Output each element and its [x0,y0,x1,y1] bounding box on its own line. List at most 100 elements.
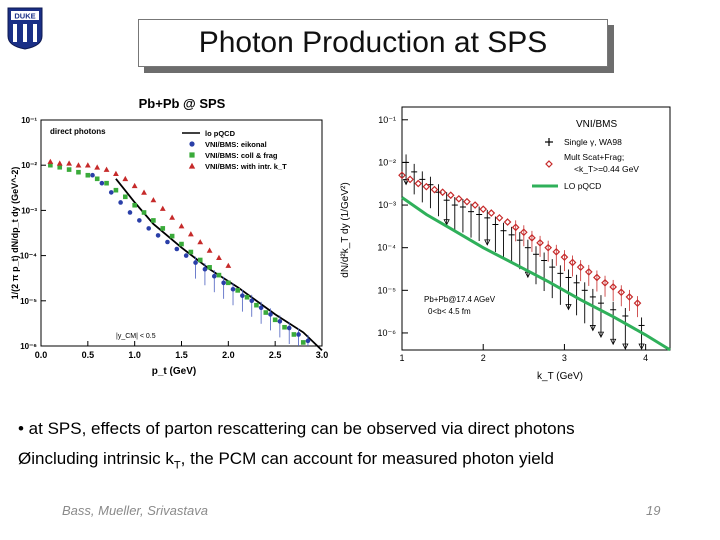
left-point [296,332,301,337]
left-point [141,210,147,215]
right-chart-ylabel: dN/d²k_T dy (1/GeV²) [340,182,351,277]
left-point [254,302,259,308]
left-point [291,332,297,337]
left-point [221,280,226,286]
left-point [174,246,180,252]
left-point [178,223,185,229]
right-point-mult-scat [609,283,618,291]
left-point [118,200,123,205]
bullet-1-text: • at SPS, effects of parton rescattering… [18,419,575,438]
left-xtick-label: 2.0 [222,350,235,360]
left-point [108,190,114,195]
right-point-mult-scat [576,263,585,271]
left-point [85,172,91,178]
right-upper-limit-arrow [402,179,410,186]
right-ytick-label: 10⁻² [378,157,396,167]
left-chart-annotation: |y_CM| < 0.5 [116,333,156,340]
left-chart-xlabel: p_t (GeV) [152,366,196,377]
left-legend-swatch [188,162,196,169]
right-point-mult-scat [617,288,626,297]
left-point [123,194,128,200]
right-point-mult-scat [479,205,488,214]
right-legend-label: Mult Scat+Frag; [564,152,624,162]
right-upper-limit-arrow [610,338,617,346]
left-point [216,254,222,260]
right-point-mult-scat [536,238,544,247]
left-legend-label: VNI/BMS: eikonal [205,140,267,149]
left-ytick-label: 10⁻⁶ [20,342,37,351]
left-point [113,187,119,193]
left-xtick-label: 3.0 [316,350,329,360]
left-point [225,262,232,268]
left-chart: Pb+Pb @ SPS direct photons |y_CM| < 0.5 … [10,96,329,377]
right-legend-label: LO pQCD [564,181,601,191]
right-point-mult-scat [601,278,609,287]
right-point-mult-scat [625,293,634,301]
right-point-mult-scat [552,247,561,256]
right-chart-annotation-2: 0<b< 4.5 fm [428,307,471,316]
right-legend-swatch [545,160,553,168]
left-point [113,170,119,176]
right-point-mult-scat [430,185,439,194]
right-ytick-label: 10⁻⁴ [377,243,396,253]
left-plot-frame [40,119,323,347]
right-xtick-label: 4 [643,353,648,363]
left-point [258,305,264,311]
right-point-mult-scat [406,175,414,184]
right-upper-limit-arrow [565,304,572,311]
right-chart-annotation-1: Pb+Pb@17.4 AGeV [424,295,496,304]
left-point [277,319,283,324]
right-point-mult-scat [487,209,496,217]
right-point-mult-scat [568,258,577,267]
bullet-2: Øincluding intrinsic kT, the PCM can acc… [18,449,554,471]
left-point [286,325,292,331]
right-point-mult-scat [560,253,569,261]
left-point [235,288,240,293]
left-point [160,226,166,231]
slide-number: 19 [646,503,661,518]
right-chart-xlabel: k_T (GeV) [537,371,583,382]
right-ytick-label: 10⁻³ [378,200,396,210]
left-xtick-label: 1.0 [128,350,141,360]
right-point-mult-scat [471,201,479,209]
right-upper-limit-arrow [638,343,645,350]
right-legend-label: Single γ, WA98 [564,137,622,147]
left-point [137,218,142,223]
right-point-mult-scat [454,194,463,203]
left-point [179,241,184,247]
left-point [122,175,129,182]
right-upper-limit-arrow [484,239,491,246]
left-legend-label: lo pQCD [205,129,236,138]
right-point-mult-scat [584,268,593,276]
right-xtick-label: 1 [399,353,404,363]
logo-text: DUKE [14,12,35,21]
left-point [66,167,72,172]
bullet-2-text-pre: including intrinsic k [31,449,174,468]
left-point [150,197,157,203]
left-xtick-label: 1.5 [175,350,188,360]
left-point [94,176,100,182]
left-point [146,226,152,231]
right-upper-limit-arrow [589,325,596,332]
left-point [103,166,110,172]
slide-title: Photon Production at SPS [198,26,548,59]
left-point [57,164,63,170]
right-legend-label: <k_T>=0.44 GeV [574,164,639,174]
left-point [132,202,137,208]
left-point [99,180,105,186]
right-xtick-label: 3 [562,353,567,363]
left-xtick-label: 0.5 [82,350,95,360]
right-xtick-label: 2 [481,353,486,363]
left-point [94,164,101,170]
right-point-mult-scat [544,243,553,252]
left-point [183,253,189,258]
left-point [84,162,91,168]
left-point [155,233,161,238]
left-point [268,312,273,317]
left-point [48,162,53,168]
left-point [272,317,278,323]
left-point [249,298,255,304]
bullet-1: • at SPS, effects of parton rescattering… [18,419,575,439]
footer-authors: Bass, Mueller, Srivastava [62,503,208,518]
left-point [188,249,194,255]
